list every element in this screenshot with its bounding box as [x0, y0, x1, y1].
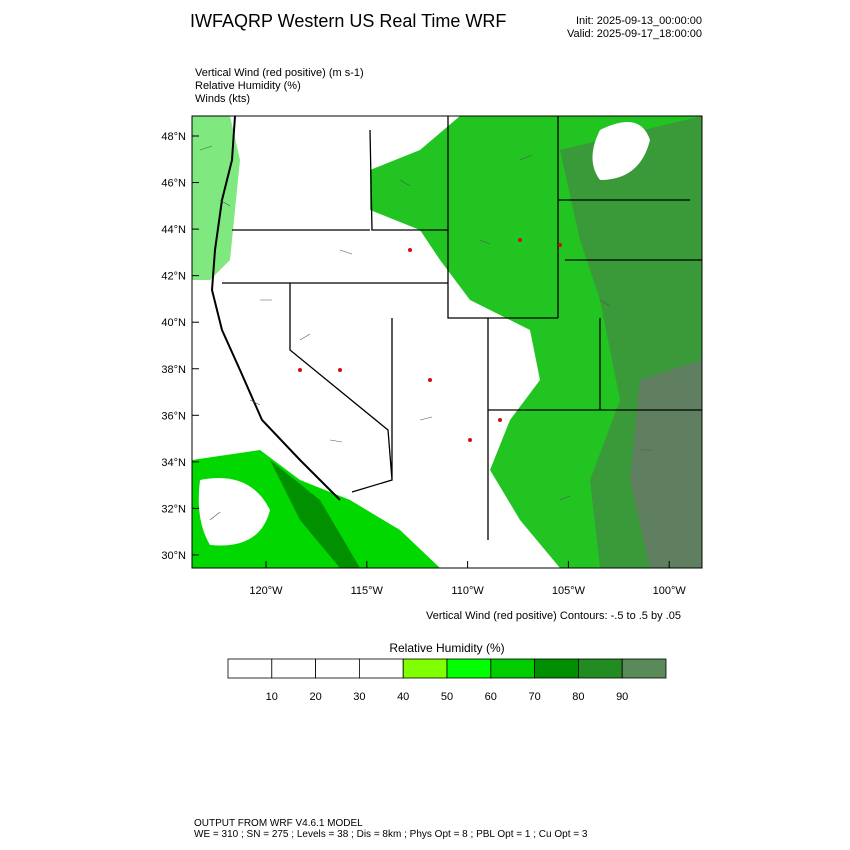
map — [191, 115, 703, 569]
colorbar-label: 10 — [266, 691, 278, 703]
lat-label: 44°N — [161, 224, 186, 236]
lon-label: 115°W — [351, 585, 384, 597]
field-label: Winds (kts) — [195, 93, 250, 105]
footer: OUTPUT FROM WRF V4.6.1 MODEL — [194, 818, 363, 829]
colorbar-label: 70 — [528, 691, 540, 703]
colorbar-cell — [315, 658, 360, 679]
field-label: Vertical Wind (red positive) (m s-1) — [195, 67, 364, 79]
lat-label: 32°N — [161, 503, 186, 515]
field-label: Relative Humidity (%) — [195, 80, 301, 92]
lat-label: 40°N — [161, 317, 186, 329]
colorbar-label: 80 — [572, 691, 584, 703]
colorbar-cell — [271, 658, 316, 679]
lat-label: 38°N — [161, 364, 186, 376]
colorbar-cell — [446, 658, 492, 679]
colorbar-label: 50 — [441, 691, 453, 703]
colorbar-label: 20 — [309, 691, 321, 703]
lat-label: 30°N — [161, 550, 186, 562]
colorbar-cell — [402, 658, 448, 679]
colorbar-label: 30 — [353, 691, 365, 703]
colorbar-cell — [490, 658, 535, 679]
lon-label: 100°W — [653, 585, 687, 597]
colorbar-label: 40 — [397, 691, 409, 703]
lat-label: 48°N — [161, 131, 186, 143]
colorbar-label: 90 — [616, 691, 628, 703]
footer: WE = 310 ; SN = 275 ; Levels = 38 ; Dis … — [194, 829, 588, 840]
lat-label: 46°N — [161, 178, 186, 190]
contour-caption: Vertical Wind (red positive) Contours: -… — [426, 610, 681, 622]
colorbar-cell — [358, 658, 404, 679]
lat-label: 36°N — [161, 410, 186, 422]
valid-time: Valid: 2025-09-17_18:00:00 — [567, 28, 702, 40]
lon-label: 120°W — [249, 585, 283, 597]
init-time: Init: 2025-09-13_00:00:00 — [576, 15, 702, 27]
lat-label: 42°N — [161, 271, 186, 283]
colorbar-title: Relative Humidity (%) — [389, 641, 504, 655]
colorbar-label: 60 — [485, 691, 497, 703]
colorbar-cell — [534, 658, 579, 679]
colorbar-cell — [227, 658, 273, 679]
lon-label: 110°W — [451, 585, 484, 597]
colorbar-cell — [578, 658, 623, 679]
colorbar-cell — [621, 658, 667, 679]
title: IWFAQRP Western US Real Time WRF — [190, 11, 506, 31]
lat-label: 34°N — [161, 457, 186, 469]
lon-label: 105°W — [552, 585, 586, 597]
